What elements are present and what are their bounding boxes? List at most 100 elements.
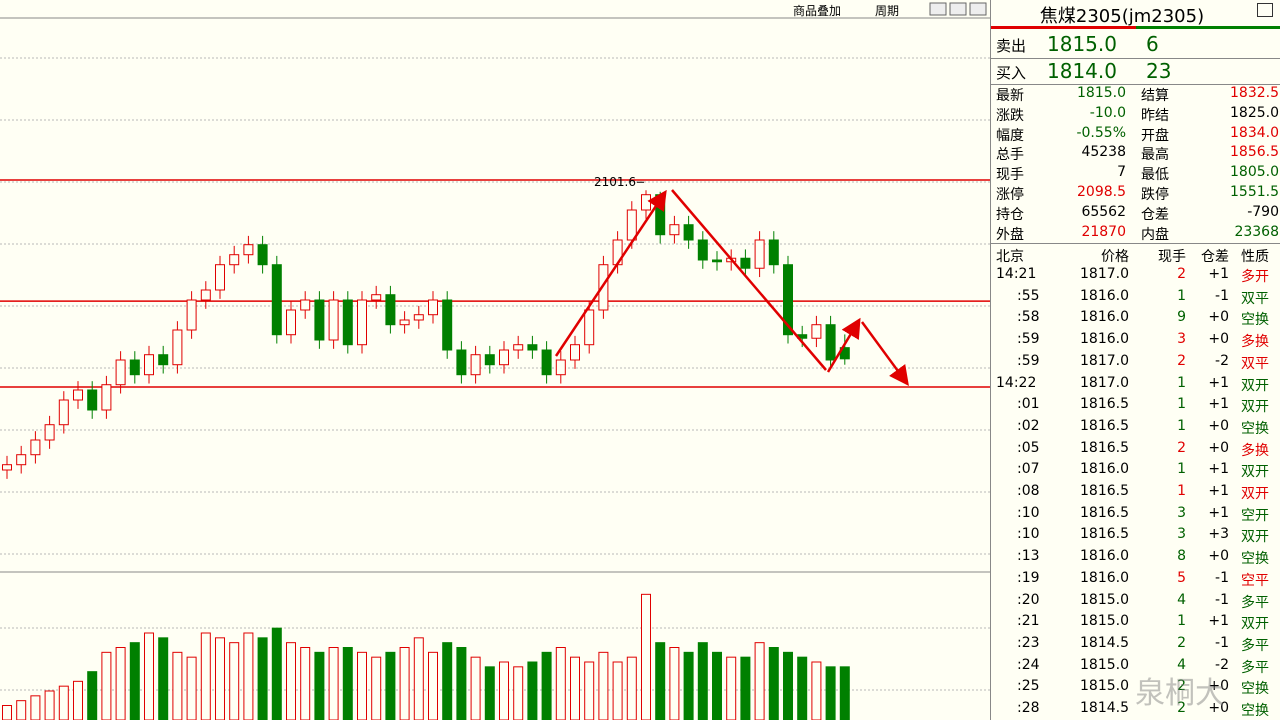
quote-cell: :28 [1017, 700, 1040, 716]
quote-cell: +0 [1208, 331, 1229, 348]
toolbar-button[interactable]: 周期 [875, 4, 900, 18]
candle-body [357, 299, 367, 346]
volume-bar [229, 642, 240, 720]
quote-cell: 现手 [996, 167, 1024, 184]
candle-body [144, 354, 154, 376]
candle-body [626, 209, 637, 241]
quote-cell: 多换 [1241, 334, 1269, 351]
quote-cell: 2 [1177, 439, 1186, 456]
quote-cell: 涨停 [996, 187, 1024, 203]
candle-body [16, 454, 27, 466]
volume-bar [30, 695, 41, 720]
volume-bar [839, 666, 850, 720]
quote-cell: +1 [1208, 461, 1229, 478]
volume-bar [158, 637, 169, 720]
quote-cell: 现手 [1158, 249, 1186, 265]
volume-bar [669, 647, 680, 720]
arrow [554, 189, 667, 357]
volume-bar [484, 666, 495, 720]
icon-right[interactable] [969, 2, 987, 16]
candle-body [328, 299, 339, 341]
candle-body [385, 294, 396, 326]
volume-bar [271, 627, 282, 720]
toolbar-button[interactable]: 商品叠加 [793, 4, 842, 18]
quote-cell: 1 [1177, 287, 1186, 304]
trend-arrows [554, 189, 909, 387]
candle-body [768, 239, 779, 266]
volume-bar [740, 656, 751, 720]
volume-bar [129, 642, 140, 720]
volume-bar [300, 647, 311, 720]
quote-cell: 2 [1177, 634, 1186, 651]
quote-cell: 1816.0 [1080, 461, 1129, 478]
quote-cell: 1816.5 [1080, 439, 1129, 456]
quote-cell: 空换 [1241, 681, 1269, 698]
volume-bar [712, 651, 722, 720]
panel-icon[interactable] [1257, 3, 1273, 17]
candle-body [499, 349, 509, 366]
quote-cell: 双开 [1241, 616, 1269, 633]
volume-bar [200, 632, 211, 720]
icon-both[interactable] [949, 2, 967, 16]
volume-bar [16, 700, 27, 720]
candle-body [740, 257, 751, 269]
quote-cell: 双开 [1241, 399, 1269, 416]
candle-body [243, 244, 254, 256]
volume-bar [811, 661, 822, 720]
candle-body [300, 299, 311, 311]
quote-cell: +1 [1208, 483, 1229, 499]
quote-cell: :19 [1017, 569, 1040, 586]
quote-cell: 7 [1117, 164, 1126, 181]
volume-bar [797, 656, 808, 720]
toolbar-icons[interactable] [929, 2, 987, 16]
volume-bar [215, 637, 225, 720]
volume-bar [754, 642, 765, 720]
volume-bar [626, 656, 637, 720]
icon-left[interactable] [929, 2, 947, 16]
quote-cell: 1834.0 [1230, 124, 1279, 141]
candle-body [158, 354, 169, 366]
candle-body [641, 194, 651, 211]
candle-body [87, 389, 98, 411]
candle-body [314, 299, 325, 341]
quote-cell: 幅度 [996, 127, 1024, 144]
quote-cell: :23 [1017, 634, 1040, 651]
quote-cell: 1805.0 [1230, 164, 1279, 181]
quote-cell: :25 [1017, 678, 1040, 695]
quote-cell: -0.55% [1076, 124, 1126, 141]
volume-bar [555, 647, 566, 720]
quote-cell: -1 [1215, 569, 1229, 586]
volume-bar [612, 661, 623, 720]
grid-background [0, 18, 990, 570]
quote-cell: 多平 [1241, 659, 1269, 676]
volume-bar [101, 651, 112, 720]
volume-bar [314, 651, 325, 720]
volume-bar [570, 656, 580, 720]
quote-cell: 1816.5 [1080, 417, 1129, 434]
quote-cell: 多平 [1241, 594, 1269, 611]
quote-cell: +0 [1208, 309, 1229, 326]
quote-cell: 1815.0 [1080, 613, 1129, 630]
quote-cell: -1 [1215, 591, 1229, 608]
quote-cell: 总手 [996, 147, 1024, 164]
candle-body [200, 289, 211, 301]
quote-cell: 9 [1177, 309, 1186, 326]
volume-bar [768, 647, 779, 720]
quote-cell: 持仓 [996, 206, 1024, 223]
quote-cell: +0 [1208, 417, 1229, 434]
quote-cell: 1 [1177, 374, 1186, 391]
quote-cell: 1815.0 [1080, 678, 1129, 695]
candle-body [470, 354, 481, 376]
candle-body [2, 464, 12, 471]
quote-cell: 1 [1177, 461, 1186, 478]
quote-cell: :10 [1017, 504, 1040, 521]
volume-bar [499, 661, 509, 720]
volume-bar [257, 637, 268, 720]
quote-cell: 仓差 [1141, 206, 1169, 223]
quote-cell: 3 [1177, 504, 1186, 521]
quote-cell: 1816.5 [1080, 396, 1129, 413]
quote-cell: 23368 [1234, 223, 1279, 240]
quote-cell: 1816.0 [1080, 309, 1129, 326]
quote-cell: +0 [1208, 548, 1229, 565]
candle-body [570, 344, 580, 361]
